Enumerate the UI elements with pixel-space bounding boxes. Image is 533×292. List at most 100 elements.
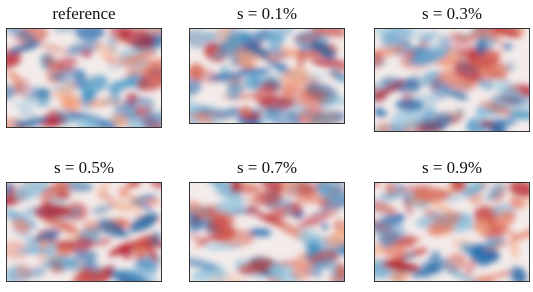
heat-blob (189, 77, 202, 96)
heat-field (6, 28, 162, 128)
heat-blob (33, 203, 67, 220)
heat-blob (126, 267, 158, 282)
heat-blob (304, 111, 340, 124)
heat-blob (43, 53, 57, 69)
heat-blob (374, 80, 406, 101)
heat-blob (412, 187, 451, 202)
heatmap-border (6, 28, 162, 128)
heat-blob (510, 239, 520, 259)
heat-blob (12, 77, 30, 97)
heat-blob (208, 72, 246, 81)
heat-field (6, 182, 162, 282)
panel: s = 0.7% (189, 158, 345, 282)
heat-blob (476, 78, 494, 90)
heat-blob (111, 114, 129, 127)
heat-blob (428, 250, 441, 265)
heat-blob (312, 262, 326, 270)
heat-blob (149, 231, 162, 247)
heat-blob (488, 182, 506, 197)
heat-blob (475, 37, 488, 56)
heat-blob (327, 65, 345, 78)
heat-blob (453, 62, 482, 82)
heat-blob (254, 189, 283, 207)
heat-blob (489, 122, 506, 132)
heat-blob (145, 243, 159, 262)
panel: s = 0.1% (189, 4, 345, 124)
heat-blob (118, 186, 130, 199)
heat-blob (297, 210, 330, 230)
heat-blob (106, 199, 133, 212)
heat-blob (257, 96, 294, 111)
heat-blob (16, 247, 56, 255)
panel: s = 0.9% (374, 158, 530, 282)
panel-title: s = 0.5% (53, 158, 115, 177)
heatmap (6, 28, 162, 128)
heat-blob (506, 230, 520, 239)
heat-blob (472, 62, 512, 81)
heat-blob (57, 116, 78, 125)
heat-blob (230, 182, 242, 194)
heat-blob (247, 228, 272, 237)
heatmap (374, 28, 530, 132)
heat-blob (505, 61, 516, 72)
heatmap-border (6, 182, 162, 282)
heat-blob (55, 191, 71, 200)
heatmap (189, 182, 345, 282)
heat-blob (432, 80, 451, 100)
heat-blob (189, 111, 215, 124)
heat-blob (238, 54, 258, 67)
heat-blob (427, 211, 462, 236)
heat-blob (72, 270, 108, 282)
heat-blob (374, 50, 384, 69)
heat-blob (382, 260, 421, 273)
panel-title: s = 0.9% (421, 158, 483, 177)
heat-blob (395, 237, 423, 248)
heat-blob (403, 197, 414, 216)
heat-blob (463, 258, 477, 277)
heat-blob (393, 184, 432, 194)
heat-blob (511, 225, 530, 242)
heat-blob (242, 29, 271, 49)
heat-blob (374, 219, 406, 240)
heat-blob (189, 213, 203, 232)
panel-title: reference (52, 4, 116, 23)
panel: s = 0.5% (6, 158, 162, 282)
heat-blob (7, 41, 42, 54)
heat-blob (402, 253, 417, 261)
heat-blob (206, 221, 234, 231)
heat-blob (6, 240, 29, 260)
heat-blob (65, 40, 102, 56)
heat-blob (105, 56, 121, 66)
heat-blob (23, 91, 51, 100)
heat-blob (508, 182, 530, 198)
heat-blob (374, 202, 397, 214)
heat-blob (137, 68, 162, 92)
heat-blob (293, 51, 322, 59)
heat-blob (483, 239, 515, 252)
heat-blob (395, 98, 424, 112)
heat-blob (18, 107, 36, 119)
heat-blob (93, 42, 118, 55)
heat-blob (125, 91, 138, 105)
heat-blob (99, 193, 115, 201)
heat-blob (260, 182, 284, 192)
heat-blob (475, 220, 490, 237)
heat-blob (479, 101, 512, 115)
heat-blob (489, 94, 525, 108)
heat-blob (419, 31, 440, 43)
heatmap (374, 182, 530, 282)
heat-blob (214, 198, 245, 214)
heat-blob (210, 49, 243, 60)
heat-blob (483, 33, 505, 46)
heat-blob (284, 204, 294, 217)
heat-blob (226, 80, 241, 101)
heat-blob (54, 108, 69, 119)
heat-blob (6, 182, 13, 196)
heat-blob (208, 210, 235, 225)
heat-blob (305, 239, 321, 255)
heat-blob (217, 228, 255, 247)
heat-blob (417, 121, 443, 132)
heat-blob (211, 266, 229, 282)
heat-blob (487, 220, 496, 234)
heat-blob (15, 263, 32, 280)
